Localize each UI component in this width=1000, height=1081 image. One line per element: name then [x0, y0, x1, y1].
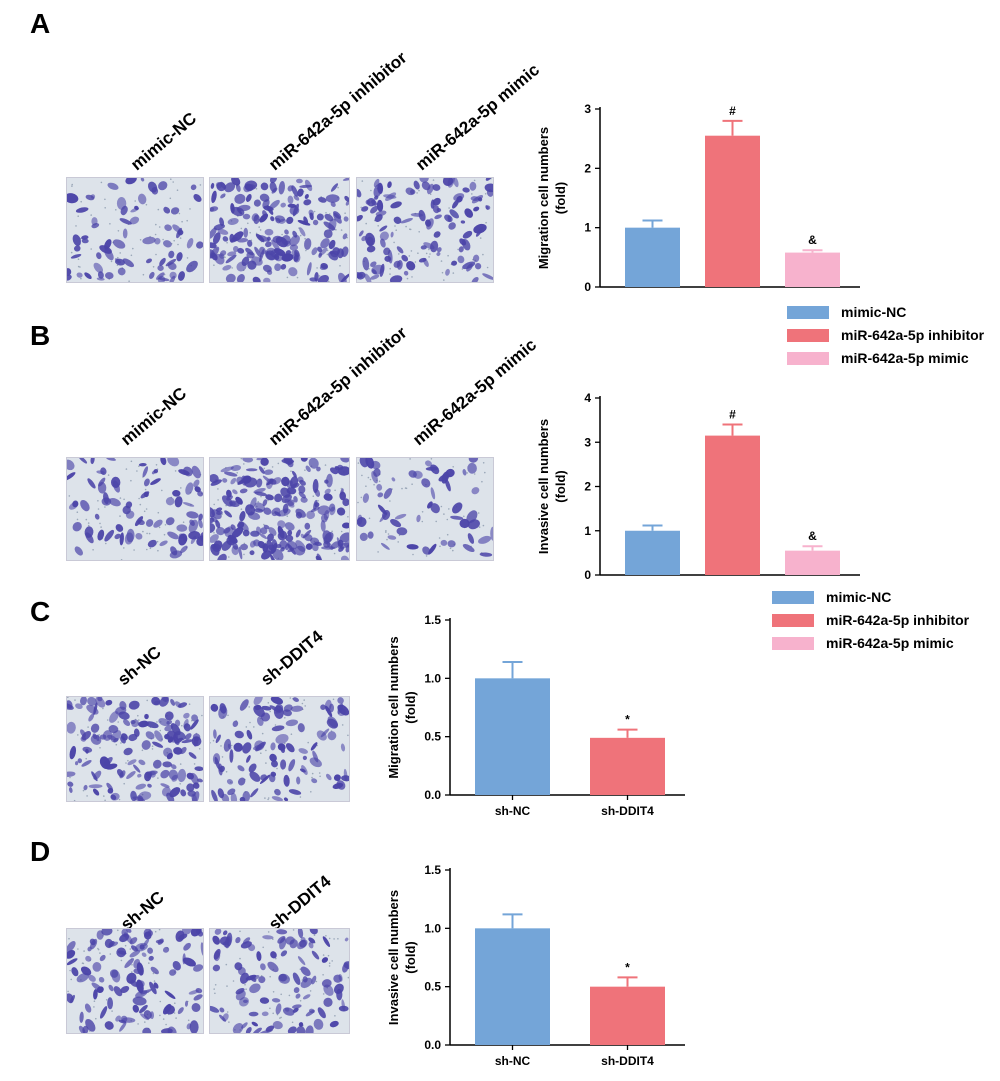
image-label: miR-642a-5p mimic: [412, 60, 544, 175]
chart-c: 0.0 0.5 1.0 1.5 Migration cell numbers (fold)…: [386, 613, 685, 818]
image-label: mimic-NC: [117, 383, 191, 450]
significance-mark: &: [808, 233, 817, 247]
micrograph-image: [356, 177, 494, 283]
chart-a: 0 1 2 3 Migration cell numbers (fold) # &: [536, 102, 860, 294]
panel-letter-c: C: [30, 596, 51, 627]
y-tick-label: 1.0: [424, 921, 441, 935]
y-tick-label: 0.5: [424, 730, 441, 744]
bar: [590, 986, 665, 1045]
micrograph-image: [209, 177, 350, 283]
y-tick-label: 0.0: [424, 1038, 441, 1052]
y-tick-label: 0.0: [424, 788, 441, 802]
legend-swatch: [787, 329, 829, 342]
image-label: miR-642a-5p mimic: [409, 335, 541, 450]
x-tick-label: sh-NC: [495, 804, 531, 818]
y-tick-label: 0.5: [424, 980, 441, 994]
y-axis-label: (fold): [553, 182, 568, 214]
micrograph-image: [66, 928, 204, 1034]
micrograph-image: [66, 177, 204, 283]
y-axis-label: Invasive cell numbers: [536, 419, 551, 554]
bar: [625, 530, 680, 575]
chart-b: 0 1 2 3 4 Invasive cell numbers (fold) # &: [536, 391, 860, 582]
y-axis-label: Migration cell numbers: [386, 636, 401, 778]
y-tick-label: 2: [584, 161, 591, 175]
y-tick-label: 4: [584, 391, 591, 405]
y-tick-label: 1.5: [424, 863, 441, 877]
micrograph-image: [209, 928, 350, 1034]
image-label: miR-642a-5p inhibitor: [265, 47, 411, 175]
legend-swatch: [787, 306, 829, 319]
legend-label: mimic-NC: [826, 589, 892, 605]
legend-swatch: [772, 591, 814, 604]
image-label: sh-DDIT4: [257, 626, 327, 690]
micrograph-image: [356, 457, 494, 561]
significance-mark: *: [625, 713, 630, 727]
legend-swatch: [772, 637, 814, 650]
y-tick-label: 3: [584, 435, 591, 449]
y-axis-label: (fold): [403, 941, 418, 973]
legend-label: mimic-NC: [841, 304, 907, 320]
micrograph-image: [66, 696, 204, 802]
image-label: sh-DDIT4: [265, 871, 335, 935]
legend-label: miR-642a-5p inhibitor: [826, 612, 970, 628]
x-tick-label: sh-DDIT4: [601, 1054, 654, 1068]
legend-swatch: [787, 352, 829, 365]
legend-label: miR-642a-5p inhibitor: [841, 327, 985, 343]
panel-letter-d: D: [30, 836, 51, 867]
y-axis-label: Migration cell numbers: [536, 127, 551, 269]
bar: [785, 550, 840, 575]
y-tick-label: 0: [584, 280, 591, 294]
panel-letter-a: A: [30, 8, 51, 39]
y-tick-label: 1.5: [424, 613, 441, 627]
x-tick-label: sh-NC: [495, 1054, 531, 1068]
y-tick-label: 3: [584, 102, 591, 116]
significance-mark: #: [729, 408, 736, 422]
bar: [475, 928, 550, 1045]
significance-mark: &: [808, 529, 817, 543]
bar: [705, 135, 760, 287]
bar: [475, 678, 550, 795]
y-tick-label: 1.0: [424, 671, 441, 685]
y-axis-label: (fold): [403, 691, 418, 723]
micrograph-image: [209, 457, 350, 561]
y-axis-label: Invasive cell numbers: [386, 890, 401, 1025]
bar: [785, 252, 840, 287]
y-tick-label: 0: [584, 568, 591, 582]
panel-letter-b: B: [30, 320, 51, 351]
micrograph-image: [66, 457, 204, 561]
bar: [625, 227, 680, 287]
micrograph-image: [209, 696, 350, 802]
significance-mark: #: [729, 104, 736, 118]
image-label: miR-642a-5p inhibitor: [265, 322, 411, 450]
significance-mark: *: [625, 960, 630, 974]
y-tick-label: 1: [584, 221, 591, 235]
bar: [590, 737, 665, 795]
bar: [705, 435, 760, 575]
image-label: sh-NC: [114, 642, 165, 690]
y-axis-label: (fold): [553, 470, 568, 502]
legend-label: miR-642a-5p mimic: [826, 635, 954, 651]
y-tick-label: 1: [584, 524, 591, 538]
legend-swatch: [772, 614, 814, 627]
x-tick-label: sh-DDIT4: [601, 804, 654, 818]
y-tick-label: 2: [584, 480, 591, 494]
image-label: mimic-NC: [127, 108, 201, 175]
chart-d: 0.0 0.5 1.0 1.5 Invasive cell numbers (fold) s…: [386, 863, 685, 1068]
legend-label: miR-642a-5p mimic: [841, 350, 969, 366]
